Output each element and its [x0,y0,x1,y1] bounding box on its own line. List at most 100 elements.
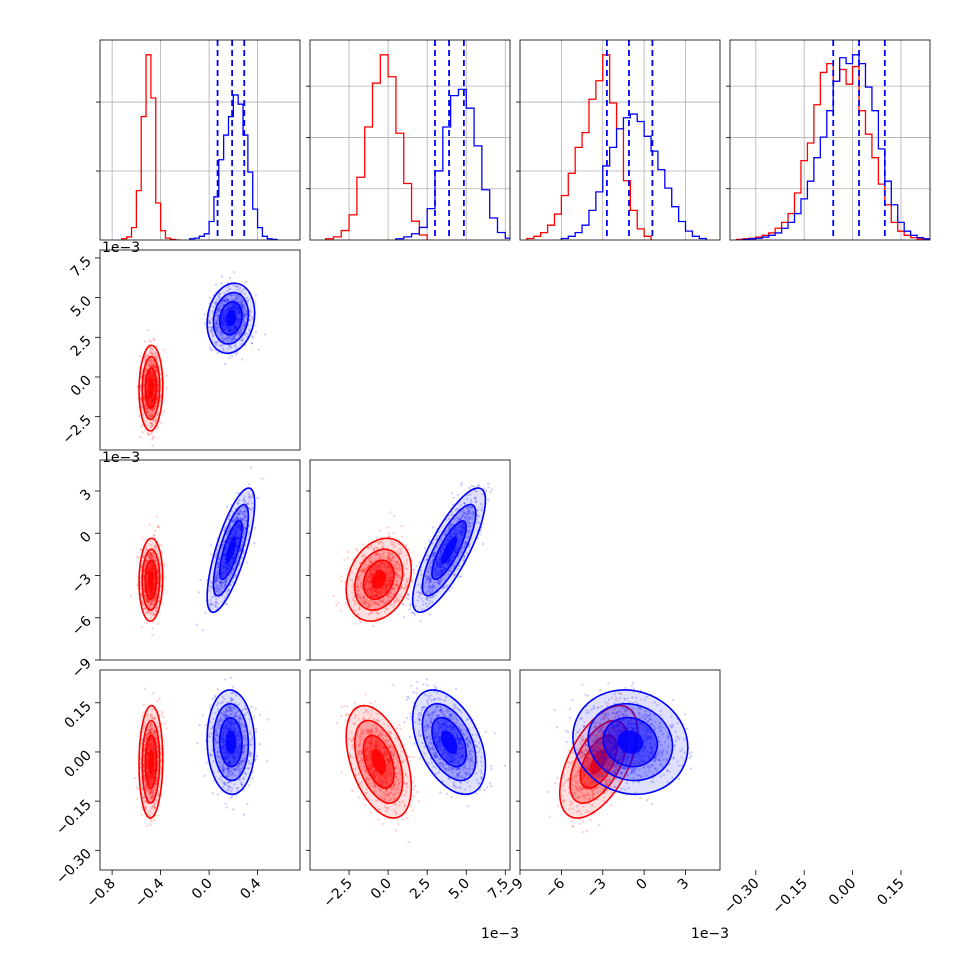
sample-point [452,497,454,499]
sample-point [405,544,407,546]
sample-point [152,444,154,446]
sample-point [255,294,257,296]
panel-frame [310,40,510,240]
sample-point [343,559,345,561]
sample-point [245,281,247,283]
sample-point [248,483,250,485]
sample-point [424,547,426,549]
sample-point [360,621,362,623]
sample-point [226,506,228,508]
sample-point [136,556,138,558]
sample-point [408,549,410,551]
sample-point [479,533,481,535]
sample-point [153,338,155,340]
sample-point [163,564,165,566]
sample-point [246,562,248,564]
sample-point [164,576,166,578]
sample-point [160,421,162,423]
sample-point [204,313,206,315]
sample-point [335,604,337,606]
sample-point [229,277,231,279]
panel-1-0 [137,271,266,455]
sample-point [411,580,413,582]
sample-point [215,284,217,286]
sample-point [152,534,154,536]
sample-point [362,543,364,545]
sample-point [251,342,253,344]
sample-point [340,580,342,582]
histogram-step-0 [122,55,180,240]
sample-point [251,336,253,338]
sample-point [146,622,148,624]
sample-point [151,634,153,636]
sample-point [149,523,151,525]
sample-point [231,355,233,357]
histogram-step-1 [190,95,277,240]
sample-point [165,374,167,376]
sample-point [210,553,212,555]
panel-frame [520,40,720,240]
sample-point [379,529,381,531]
sample-point [389,511,391,513]
panel-0-3 [730,40,930,240]
sample-point [407,593,409,595]
sample-point [156,515,158,517]
sample-point [357,549,359,551]
histogram-step-1 [743,55,930,240]
sample-point [160,544,162,546]
panel-2-1 [333,480,499,632]
sample-point [152,437,154,439]
sample-point [413,572,415,574]
sample-point [473,485,475,487]
panel-frame [730,40,930,240]
sample-point [257,497,259,499]
sample-point [202,629,204,631]
sample-point [139,436,141,438]
panel-0-0 [100,40,300,240]
sample-point [337,602,339,604]
sample-point [157,623,159,625]
sample-point [241,358,243,360]
sample-point [205,612,207,614]
sample-point [130,594,132,596]
panel-0-1 [310,40,513,240]
sample-point [144,341,146,343]
sample-point [152,628,154,630]
sample-point [407,598,409,600]
sample-point [220,282,222,284]
sample-point [401,525,403,527]
sample-point [165,387,167,389]
sample-point [257,348,259,350]
sample-point [408,609,410,611]
sample-point [198,591,200,593]
sample-point [147,329,149,331]
sample-point [347,557,349,559]
sample-point [347,551,349,553]
sample-point [340,609,342,611]
sample-point [461,482,463,484]
sample-point [489,491,491,493]
sample-point [428,540,430,542]
sample-point [148,433,150,435]
sample-point [151,431,153,433]
sample-point [210,349,212,351]
sample-point [401,536,403,538]
sample-point [217,352,219,354]
sample-point [225,603,227,605]
sample-point [255,331,257,333]
sample-point [154,530,156,532]
sample-point [209,346,211,348]
sample-point [354,623,356,625]
sample-point [254,301,256,303]
panel-frame [100,250,300,450]
histogram-step-1 [396,89,513,240]
sample-point [419,561,421,563]
sample-point [136,584,138,586]
sample-point [233,271,235,273]
sample-point [157,526,159,528]
sample-point [254,527,256,529]
sample-point [333,595,335,597]
sample-point [141,536,143,538]
